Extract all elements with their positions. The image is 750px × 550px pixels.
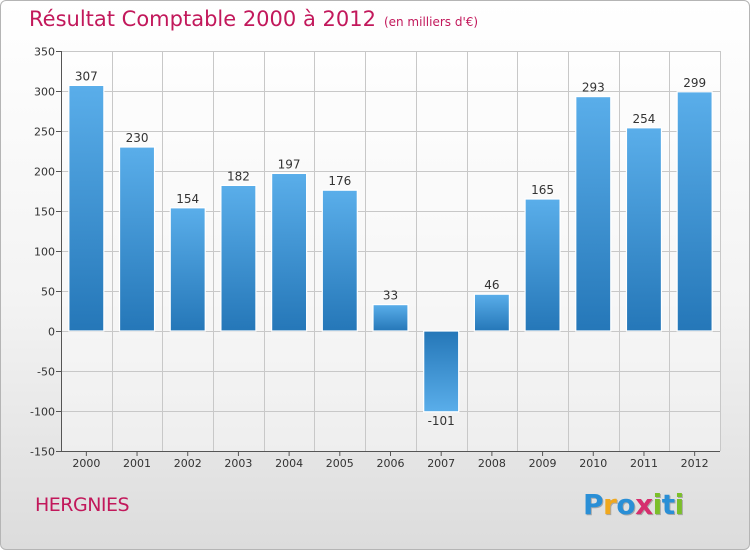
x-tick-label: 2002 [174, 457, 202, 470]
logo-letter: x [635, 488, 653, 521]
x-tick-label: 2001 [123, 457, 151, 470]
y-tick-label: 350 [34, 46, 55, 59]
y-tick-label: 300 [34, 86, 55, 99]
x-tick-label: 2004 [275, 457, 303, 470]
data-label: 46 [484, 278, 499, 292]
y-tick-label: -150 [30, 446, 55, 459]
y-tick-label: -50 [37, 366, 55, 379]
bar [676, 91, 713, 332]
value-labels: 307 230 154 182 197 176 33 -101 46 165 293 254 299 [75, 69, 706, 427]
data-label: 307 [75, 69, 98, 83]
x-tick-label: 2011 [630, 457, 658, 470]
logo-letter: i [674, 488, 685, 521]
x-tick-label: 2006 [377, 457, 405, 470]
y-tick-label: 50 [41, 286, 55, 299]
y-tick-label: 150 [34, 206, 55, 219]
y-tick-label: 250 [34, 126, 55, 139]
x-tick-label: 2005 [326, 457, 354, 470]
x-tick-label: 2008 [478, 457, 506, 470]
logo-letter: P [583, 488, 604, 521]
bar [271, 172, 308, 332]
bar [625, 127, 663, 332]
y-tick-label: 100 [34, 246, 55, 259]
data-label: 254 [633, 112, 656, 126]
bar [169, 207, 206, 332]
bar [68, 84, 105, 332]
logo-letter: r [603, 488, 617, 521]
bar [473, 293, 510, 332]
bar [118, 146, 156, 332]
y-tick-label: 200 [34, 166, 55, 179]
x-tick-label: 2000 [72, 457, 100, 470]
x-tick-label: 2003 [224, 457, 252, 470]
data-label: 182 [227, 169, 250, 183]
location-name: HERGNIES [35, 494, 130, 516]
logo-letter: o [616, 488, 636, 521]
data-label: 154 [176, 192, 199, 206]
chart-subtitle: (en milliers d'€) [383, 15, 479, 29]
bar [524, 198, 561, 332]
bar [220, 184, 257, 332]
y-tick-label: -100 [30, 406, 55, 419]
chart-title-text: Résultat Comptable 2000 à 2012 [29, 7, 376, 31]
y-tick-label: 0 [48, 326, 55, 339]
axes: -150 -100 -50 0 50 100 150 200 250 300 350 2000 2001… [30, 46, 720, 470]
proxiti-logo: Proxiti [583, 488, 684, 521]
chart-title: Résultat Comptable 2000 à 2012 (en millie… [29, 7, 478, 31]
x-tick-label: 2010 [579, 457, 607, 470]
data-label: 165 [531, 183, 554, 197]
logo-letter: t [661, 488, 675, 521]
data-label: 176 [328, 174, 351, 188]
data-label: 33 [383, 289, 398, 303]
data-label: 299 [683, 76, 706, 90]
bars [68, 84, 713, 413]
x-tick-label: 2007 [427, 457, 455, 470]
data-label: 230 [126, 131, 149, 145]
data-label: -101 [428, 414, 455, 428]
bar [423, 330, 460, 413]
data-label: 293 [582, 81, 605, 95]
logo-letter: i [652, 488, 663, 521]
x-tick-label: 2009 [529, 457, 557, 470]
x-tick-label: 2012 [681, 457, 709, 470]
bar [372, 304, 409, 332]
bar [321, 189, 358, 332]
bar [575, 95, 612, 332]
data-label: 197 [278, 157, 301, 171]
